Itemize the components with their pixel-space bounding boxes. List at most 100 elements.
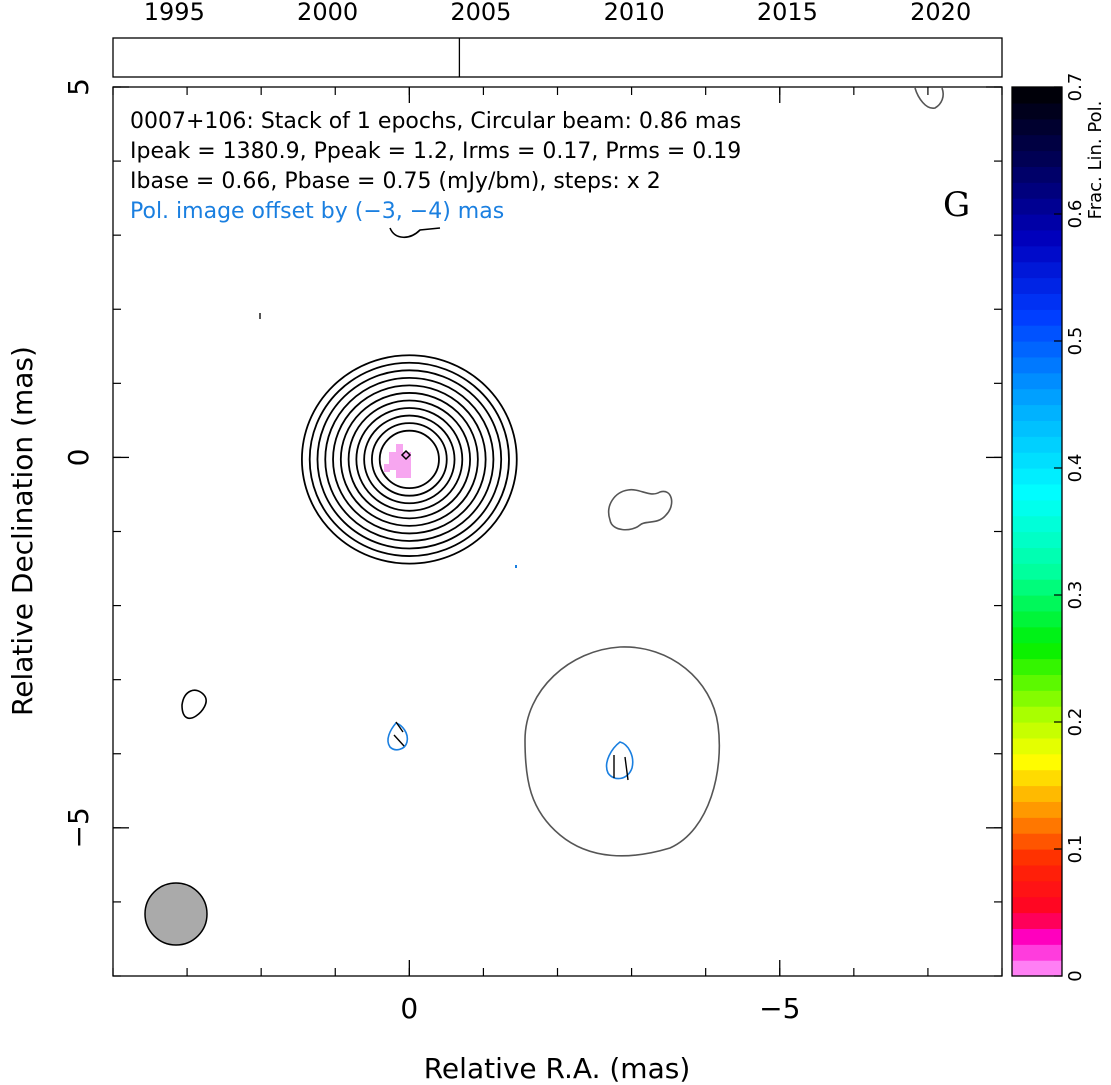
epoch-strip: 1995 2000 2005 2010 2015 2020 [112, 0, 1003, 78]
stokes-i-contour [347, 399, 471, 520]
colorbar-tick-label: 0.1 [1065, 835, 1086, 864]
colorbar-band [1012, 785, 1062, 802]
colorbar-band [1012, 483, 1062, 501]
frac-pol-pixel [389, 452, 411, 461]
y-tick-label: −5 [62, 807, 95, 848]
colorbar-band [1012, 801, 1062, 818]
faint-contour-blob [181, 689, 207, 720]
colorbar-bands [1012, 87, 1062, 977]
colorbar: 0 0.1 0.2 0.3 0.4 0.5 0.6 0.7 Frac. Lin. Pol. [1011, 73, 1106, 982]
colorbar-band [1012, 182, 1062, 199]
colorbar-tick-label: 0.3 [1065, 581, 1086, 610]
colorbar-band [1012, 87, 1062, 104]
stokes-i-contour [332, 384, 487, 535]
colorbar-band [1012, 737, 1062, 755]
colorbar-band [1012, 404, 1062, 421]
evpa-stick [613, 755, 629, 781]
colorbar-band [1012, 563, 1062, 580]
frac-pol-pixel [384, 464, 390, 472]
colorbar-band [1012, 325, 1062, 342]
colorbar-band [1012, 912, 1062, 929]
colorbar-band [1012, 277, 1062, 294]
pol-contour [387, 722, 409, 751]
stokes-i-contour [339, 392, 479, 527]
colorbar-band [1012, 356, 1062, 374]
frac-pol-pixel [396, 444, 403, 452]
colorbar-band [1012, 928, 1062, 945]
colorbar-band [1012, 674, 1062, 691]
faint-contour-arc [389, 227, 441, 239]
stokes-i-contour [301, 354, 518, 565]
stokes-i-contour [378, 429, 440, 490]
colorbar-band [1012, 610, 1062, 628]
frac-pol-pixel [396, 470, 411, 478]
colorbar-frame [1011, 86, 1063, 977]
faint-contour-arc [914, 87, 944, 109]
colorbar-band [1012, 198, 1062, 215]
y-tick-label: 0 [62, 449, 95, 467]
plot-area: 0 −5 5 0 −5 0007+106: Stack of 1 epochs, Cir… [62, 78, 1003, 1025]
offset-note: Pol. image offset by (−3, −4) mas [130, 199, 504, 224]
colorbar-band [1012, 245, 1062, 263]
colorbar-band [1012, 595, 1062, 612]
colorbar-band [1012, 849, 1062, 866]
colorbar-band [1012, 547, 1062, 564]
colorbar-band [1012, 420, 1062, 437]
pol-contour [605, 741, 634, 780]
frac-pol-pixels [384, 444, 411, 478]
epoch-strip-frame [112, 37, 1003, 78]
epoch-tick-label: 1995 [144, 0, 205, 26]
faint-contour-ring [524, 646, 721, 857]
colorbar-tick-label: 0.6 [1065, 200, 1086, 229]
header-line-2: Ipeak = 1380.9, Ppeak = 1.2, Irms = 0.17… [130, 139, 741, 164]
colorbar-band [1012, 150, 1062, 167]
colorbar-band [1012, 579, 1062, 596]
colorbar-band [1012, 753, 1062, 771]
stokes-i-contours [301, 354, 518, 565]
colorbar-ticks: 0 0.1 0.2 0.3 0.4 0.5 0.6 0.7 [1054, 73, 1086, 982]
epoch-tick-label: 2005 [450, 0, 511, 26]
colorbar-band [1012, 833, 1062, 850]
colorbar-band [1012, 372, 1062, 390]
header-line-3: Ibase = 0.66, Pbase = 0.75 (mJy/bm), ste… [130, 169, 661, 194]
epoch-tick-label: 2020 [910, 0, 971, 26]
colorbar-label: Frac. Lin. Pol. [1085, 101, 1106, 220]
colorbar-band [1012, 261, 1062, 279]
faint-contour-blob [608, 488, 673, 531]
colorbar-band [1012, 642, 1062, 660]
colorbar-tick-label: 0.2 [1065, 708, 1086, 737]
colorbar-band [1012, 309, 1062, 326]
colorbar-band [1012, 769, 1062, 787]
colorbar-tick-label: 0.7 [1065, 73, 1086, 102]
colorbar-band [1012, 214, 1062, 231]
colorbar-band [1012, 499, 1062, 517]
colorbar-band [1012, 817, 1062, 834]
major-ticks [113, 86, 1002, 976]
colorbar-band [1012, 944, 1062, 961]
stokes-i-contour [371, 422, 448, 497]
colorbar-band [1012, 452, 1062, 469]
colorbar-band [1012, 293, 1062, 310]
colorbar-tick-label: 0 [1065, 970, 1086, 981]
colorbar-band [1012, 864, 1062, 882]
colorbar-band [1012, 341, 1062, 358]
colorbar-band [1012, 229, 1062, 247]
colorbar-band [1012, 134, 1062, 152]
stokes-i-contour [308, 361, 510, 557]
colorbar-band [1012, 896, 1062, 914]
colorbar-band [1012, 515, 1062, 533]
header-line-1: 0007+106: Stack of 1 epochs, Circular be… [130, 109, 741, 134]
y-axis-label: Relative Declination (mas) [6, 346, 39, 716]
colorbar-band [1012, 436, 1062, 453]
stokes-i-contour [316, 369, 503, 550]
x-tick-label: −5 [759, 992, 800, 1025]
colorbar-tick-label: 0.5 [1065, 327, 1086, 356]
colorbar-band [1012, 626, 1062, 644]
colorbar-band [1012, 690, 1062, 707]
epoch-tick-label: 2015 [757, 0, 818, 26]
epoch-tick-label: 2010 [604, 0, 665, 26]
colorbar-band [1012, 388, 1062, 406]
colorbar-tick-label: 0.4 [1065, 454, 1086, 483]
stokes-i-contour [324, 376, 495, 542]
colorbar-band [1012, 706, 1062, 723]
